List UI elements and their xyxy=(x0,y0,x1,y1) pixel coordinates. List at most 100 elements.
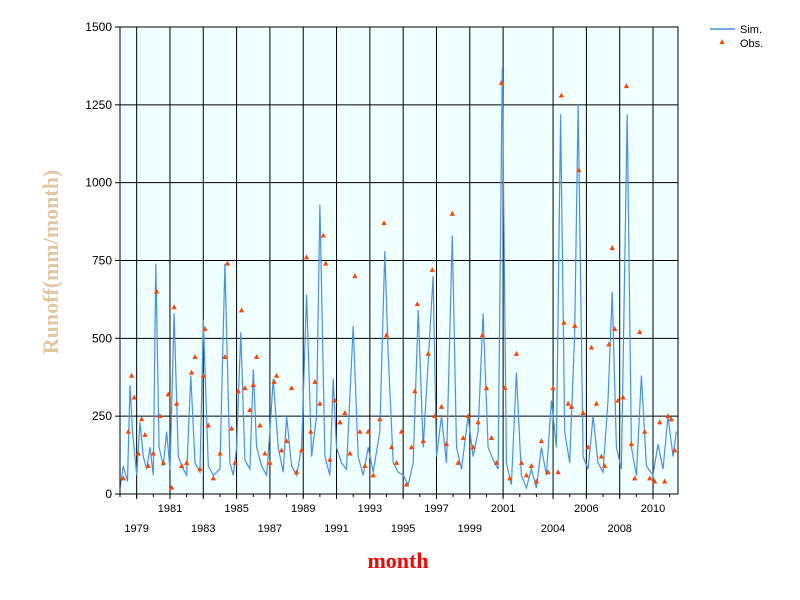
obs-point xyxy=(632,475,638,481)
y-tick-label: 1000 xyxy=(85,176,112,190)
obs-point xyxy=(278,447,285,453)
obs-point xyxy=(398,428,405,434)
obs-point xyxy=(412,388,418,394)
x-axis-ticks: 1981 1985 1989 1993 1997 2001 2006 2010 1979 1983… xyxy=(119,494,671,535)
x-tick-label: 1995 xyxy=(391,523,415,535)
obs-point xyxy=(502,385,508,391)
x-tick-label: 1983 xyxy=(191,523,215,535)
obs-point xyxy=(429,266,435,272)
x-tick-label: 2008 xyxy=(607,523,631,535)
obs-point xyxy=(388,444,395,450)
obs-point xyxy=(602,462,608,468)
obs-point xyxy=(550,385,556,391)
obs-point xyxy=(403,481,410,487)
obs-point xyxy=(357,428,363,434)
obs-point xyxy=(647,475,653,481)
obs-point xyxy=(377,416,383,422)
obs-point xyxy=(533,478,540,484)
obs-point xyxy=(257,422,263,428)
x-axis-label: month xyxy=(367,548,428,573)
obs-point xyxy=(129,372,135,378)
obs-point xyxy=(507,475,513,481)
y-tick-label: 750 xyxy=(92,254,112,268)
obs-point xyxy=(572,322,578,328)
obs-point xyxy=(555,469,561,475)
obs-point xyxy=(317,400,323,406)
obs-point xyxy=(432,413,438,419)
obs-point xyxy=(580,410,586,416)
obs-point xyxy=(588,344,594,350)
obs-point xyxy=(438,403,445,409)
obs-point xyxy=(179,462,185,468)
obs-point xyxy=(652,478,658,484)
legend-sim-label: Sim. xyxy=(740,24,762,36)
x-tick-label: 1991 xyxy=(324,523,348,535)
obs-point xyxy=(352,273,358,279)
obs-point xyxy=(365,428,371,434)
obs-point xyxy=(139,416,145,422)
obs-point xyxy=(498,80,505,86)
obs-point xyxy=(229,425,235,431)
obs-point xyxy=(513,350,520,356)
legend-obs-marker xyxy=(719,39,725,44)
y-axis-label: Runoff(mm/month) xyxy=(38,170,63,355)
obs-point xyxy=(585,444,591,450)
obs-point xyxy=(475,419,481,425)
obs-point xyxy=(125,428,131,434)
obs-point xyxy=(293,469,300,475)
obs-point xyxy=(518,459,525,465)
obs-point xyxy=(242,385,248,391)
obs-point xyxy=(200,372,206,378)
obs-point xyxy=(347,450,353,456)
obs-series xyxy=(120,80,678,490)
x-tick-label: 1981 xyxy=(158,503,182,515)
obs-point xyxy=(414,301,420,307)
y-axis-ticks: 0 250 500 750 1000 1250 1500 xyxy=(85,20,120,501)
obs-point xyxy=(150,450,156,456)
obs-point xyxy=(165,391,171,397)
obs-point xyxy=(420,438,426,444)
obs-point xyxy=(171,304,177,310)
obs-point xyxy=(425,350,431,356)
y-tick-label: 250 xyxy=(92,409,112,423)
x-tick-label: 1987 xyxy=(258,523,282,535)
obs-point xyxy=(383,332,390,338)
obs-point xyxy=(253,354,260,360)
obs-point xyxy=(568,403,574,409)
obs-point xyxy=(620,394,626,400)
obs-point xyxy=(250,382,256,388)
obs-point xyxy=(623,83,629,89)
obs-point xyxy=(483,385,490,391)
obs-point xyxy=(493,459,500,465)
y-tick-label: 500 xyxy=(92,331,112,345)
obs-point xyxy=(465,413,471,419)
obs-point xyxy=(267,459,273,465)
obs-point xyxy=(217,450,223,456)
x-tick-label: 2010 xyxy=(641,503,665,515)
obs-point xyxy=(169,484,175,490)
obs-point xyxy=(558,92,565,98)
obs-point xyxy=(408,444,415,450)
sim-series xyxy=(119,67,677,490)
obs-point xyxy=(609,245,615,251)
legend-obs-label: Obs. xyxy=(740,38,763,50)
obs-point xyxy=(362,462,368,468)
obs-point xyxy=(308,428,314,434)
obs-point xyxy=(298,447,305,453)
obs-point xyxy=(262,450,268,456)
obs-point xyxy=(224,260,231,266)
obs-point xyxy=(184,459,190,465)
obs-point xyxy=(283,438,290,444)
obs-point xyxy=(160,459,166,465)
obs-point xyxy=(145,462,151,468)
obs-point xyxy=(238,307,245,313)
obs-point xyxy=(303,254,310,260)
obs-point xyxy=(337,419,343,425)
obs-point xyxy=(538,438,545,444)
obs-point xyxy=(235,388,241,394)
obs-point xyxy=(202,325,208,331)
y-tick-label: 1500 xyxy=(85,20,112,34)
obs-point xyxy=(672,447,678,453)
obs-point xyxy=(523,472,530,478)
obs-point xyxy=(393,459,400,465)
